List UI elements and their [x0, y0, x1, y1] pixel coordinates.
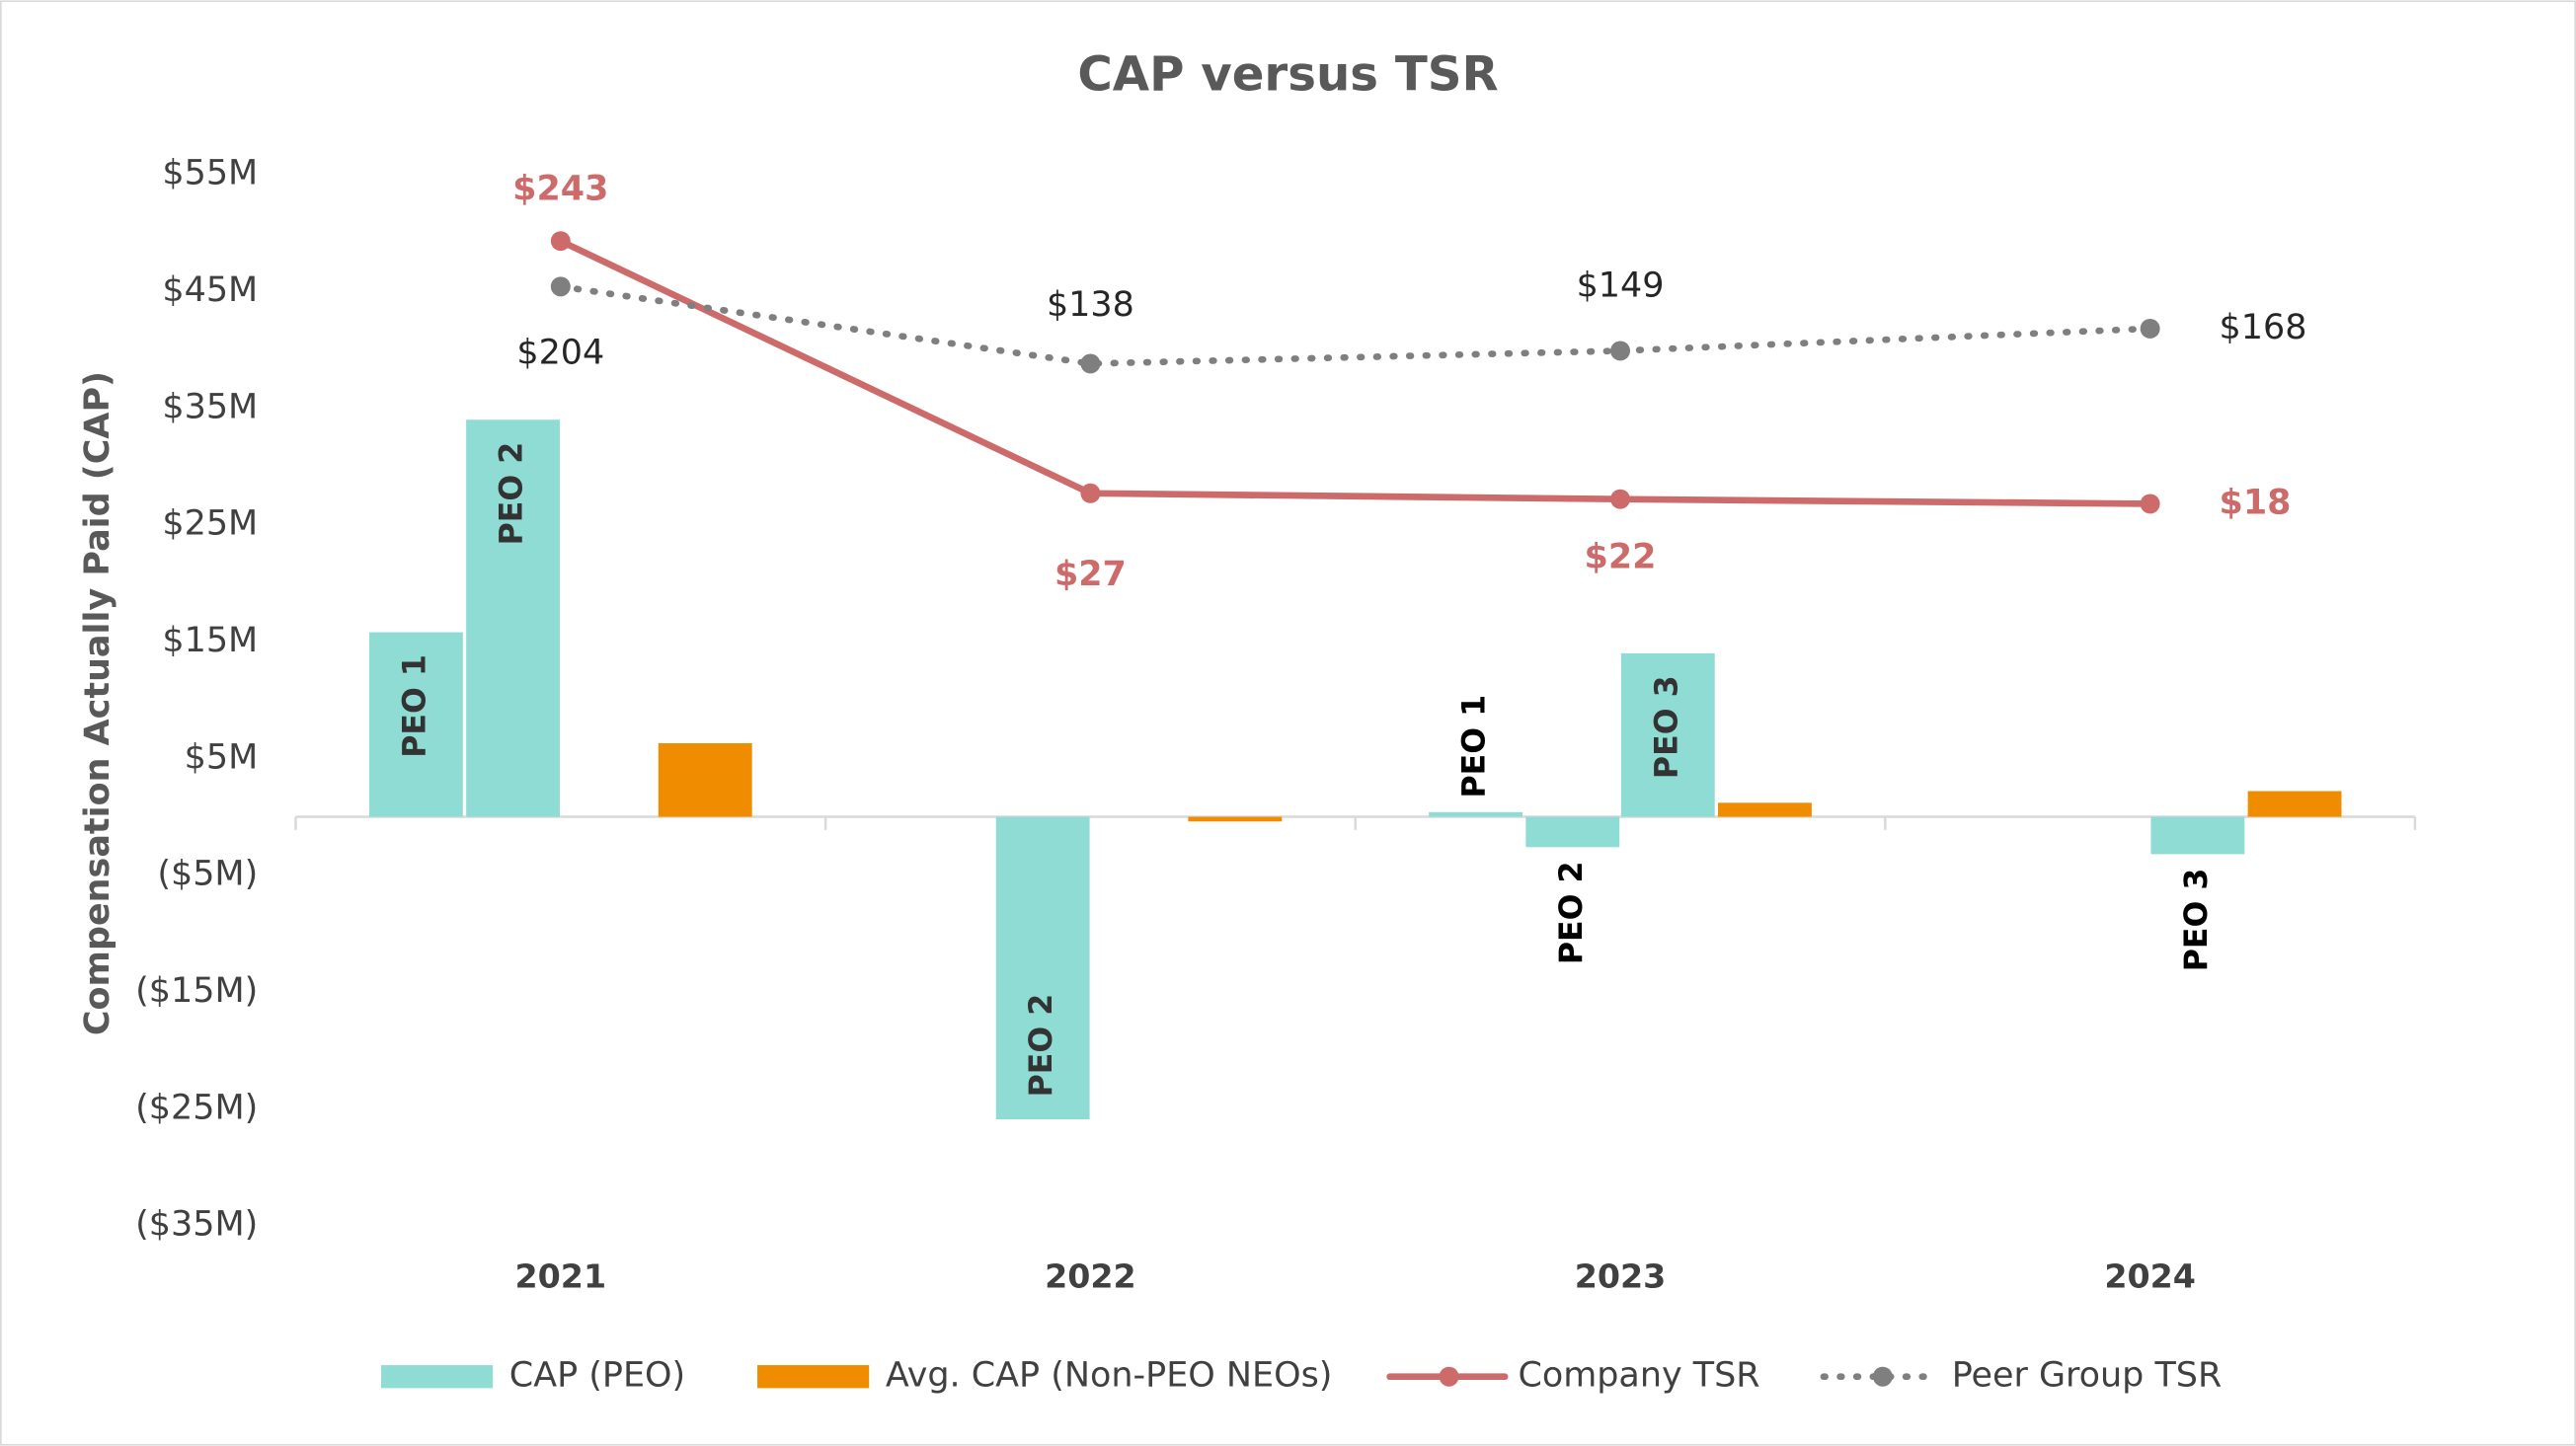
legend-label: CAP (PEO): [509, 1356, 685, 1396]
line: [557, 237, 2153, 507]
data-label: $138: [1047, 285, 1134, 325]
bar: [995, 816, 1090, 1119]
bar-label: PEO 2: [1554, 862, 1590, 965]
legend-label: Company TSR: [1518, 1356, 1759, 1396]
legend-marker: [1872, 1366, 1893, 1387]
bar: [1718, 802, 1812, 817]
y-tick-label: $15M: [162, 621, 258, 660]
line: [557, 283, 2153, 367]
y-tick-label: $5M: [185, 737, 259, 777]
line-marker: [550, 276, 571, 297]
chart-title: CAP versus TSR: [1077, 47, 1498, 103]
bar-label: PEO 2: [495, 442, 530, 546]
y-tick-label: ($15M): [135, 971, 258, 1011]
bar: [1429, 811, 1523, 817]
bar-label: PEO 1: [1457, 695, 1493, 799]
y-tick-label: ($25M): [135, 1088, 258, 1127]
y-tick-label: $45M: [162, 270, 258, 310]
x-tick-label: 2022: [1045, 1256, 1136, 1295]
bar-label: PEO 2: [1024, 994, 1059, 1098]
line-marker: [1610, 341, 1631, 361]
bar: [1188, 816, 1283, 822]
data-label: $22: [1585, 538, 1657, 577]
bar: [1620, 652, 1715, 817]
line-marker: [550, 231, 571, 252]
bar: [368, 632, 463, 817]
bar: [2150, 816, 2245, 855]
line-marker: [1080, 483, 1101, 503]
bar: [658, 742, 752, 817]
legend-swatch: [757, 1365, 870, 1389]
bar: [2247, 791, 2342, 817]
line-marker: [1080, 353, 1101, 374]
line-marker: [1610, 489, 1631, 509]
y-axis-title: Compensation Actually Paid (CAP): [78, 371, 117, 1035]
data-label: $18: [2220, 483, 2292, 522]
bar-label: PEO 1: [397, 654, 432, 758]
data-label: $243: [512, 170, 608, 209]
line-marker: [2140, 318, 2160, 339]
y-tick-label: $35M: [162, 387, 258, 426]
bar: [466, 419, 560, 817]
legend-swatch: [381, 1365, 494, 1389]
y-tick-label: $25M: [162, 504, 258, 544]
legend-label: Peer Group TSR: [1952, 1356, 2223, 1396]
line-marker: [2140, 494, 2160, 514]
bar-label: PEO 3: [1649, 675, 1684, 779]
data-label: $27: [1054, 555, 1127, 594]
x-tick-label: 2023: [1575, 1256, 1667, 1295]
y-tick-label: ($5M): [157, 855, 258, 894]
bar: [1525, 816, 1620, 848]
data-label: $204: [516, 334, 604, 373]
legend-label: Avg. CAP (Non-PEO NEOs): [886, 1356, 1333, 1396]
x-tick-label: 2024: [2104, 1256, 2196, 1295]
bar-label: PEO 3: [2179, 869, 2215, 972]
data-label: $149: [1577, 266, 1665, 306]
y-tick-label: $55M: [162, 154, 258, 193]
x-tick-label: 2021: [515, 1256, 607, 1295]
data-label: $168: [2220, 308, 2307, 347]
legend-marker: [1439, 1366, 1459, 1387]
y-tick-label: ($35M): [135, 1205, 258, 1245]
